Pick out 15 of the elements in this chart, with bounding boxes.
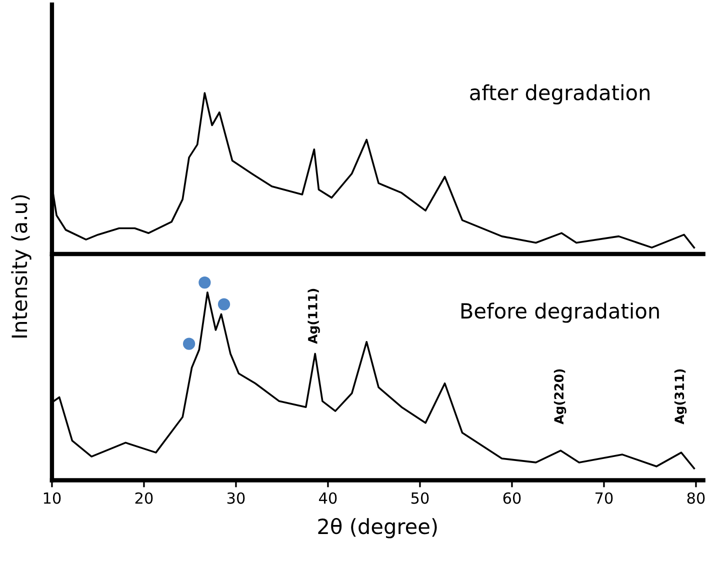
x-axis-title: 2θ (degree) bbox=[318, 518, 437, 538]
x-tick-label: 10 bbox=[44, 492, 61, 504]
x-tick-label: 60 bbox=[503, 492, 521, 504]
annotation: Ag(220) bbox=[554, 369, 566, 424]
annotation: Ag(111) bbox=[308, 288, 320, 344]
annotation: Ag(311) bbox=[674, 369, 687, 424]
y-axis-title: Intensity (a.u) bbox=[11, 195, 32, 338]
x-tick-label: 40 bbox=[318, 492, 337, 504]
x-tick-label: 20 bbox=[135, 492, 153, 504]
annotation: after degradation bbox=[470, 84, 650, 104]
x-tick-label: 70 bbox=[596, 492, 613, 504]
x-tick-label: 50 bbox=[411, 492, 429, 504]
x-tick-label: 30 bbox=[227, 492, 245, 504]
x-tick-label: 80 bbox=[687, 492, 705, 504]
annotation: Before degradation bbox=[461, 302, 659, 323]
